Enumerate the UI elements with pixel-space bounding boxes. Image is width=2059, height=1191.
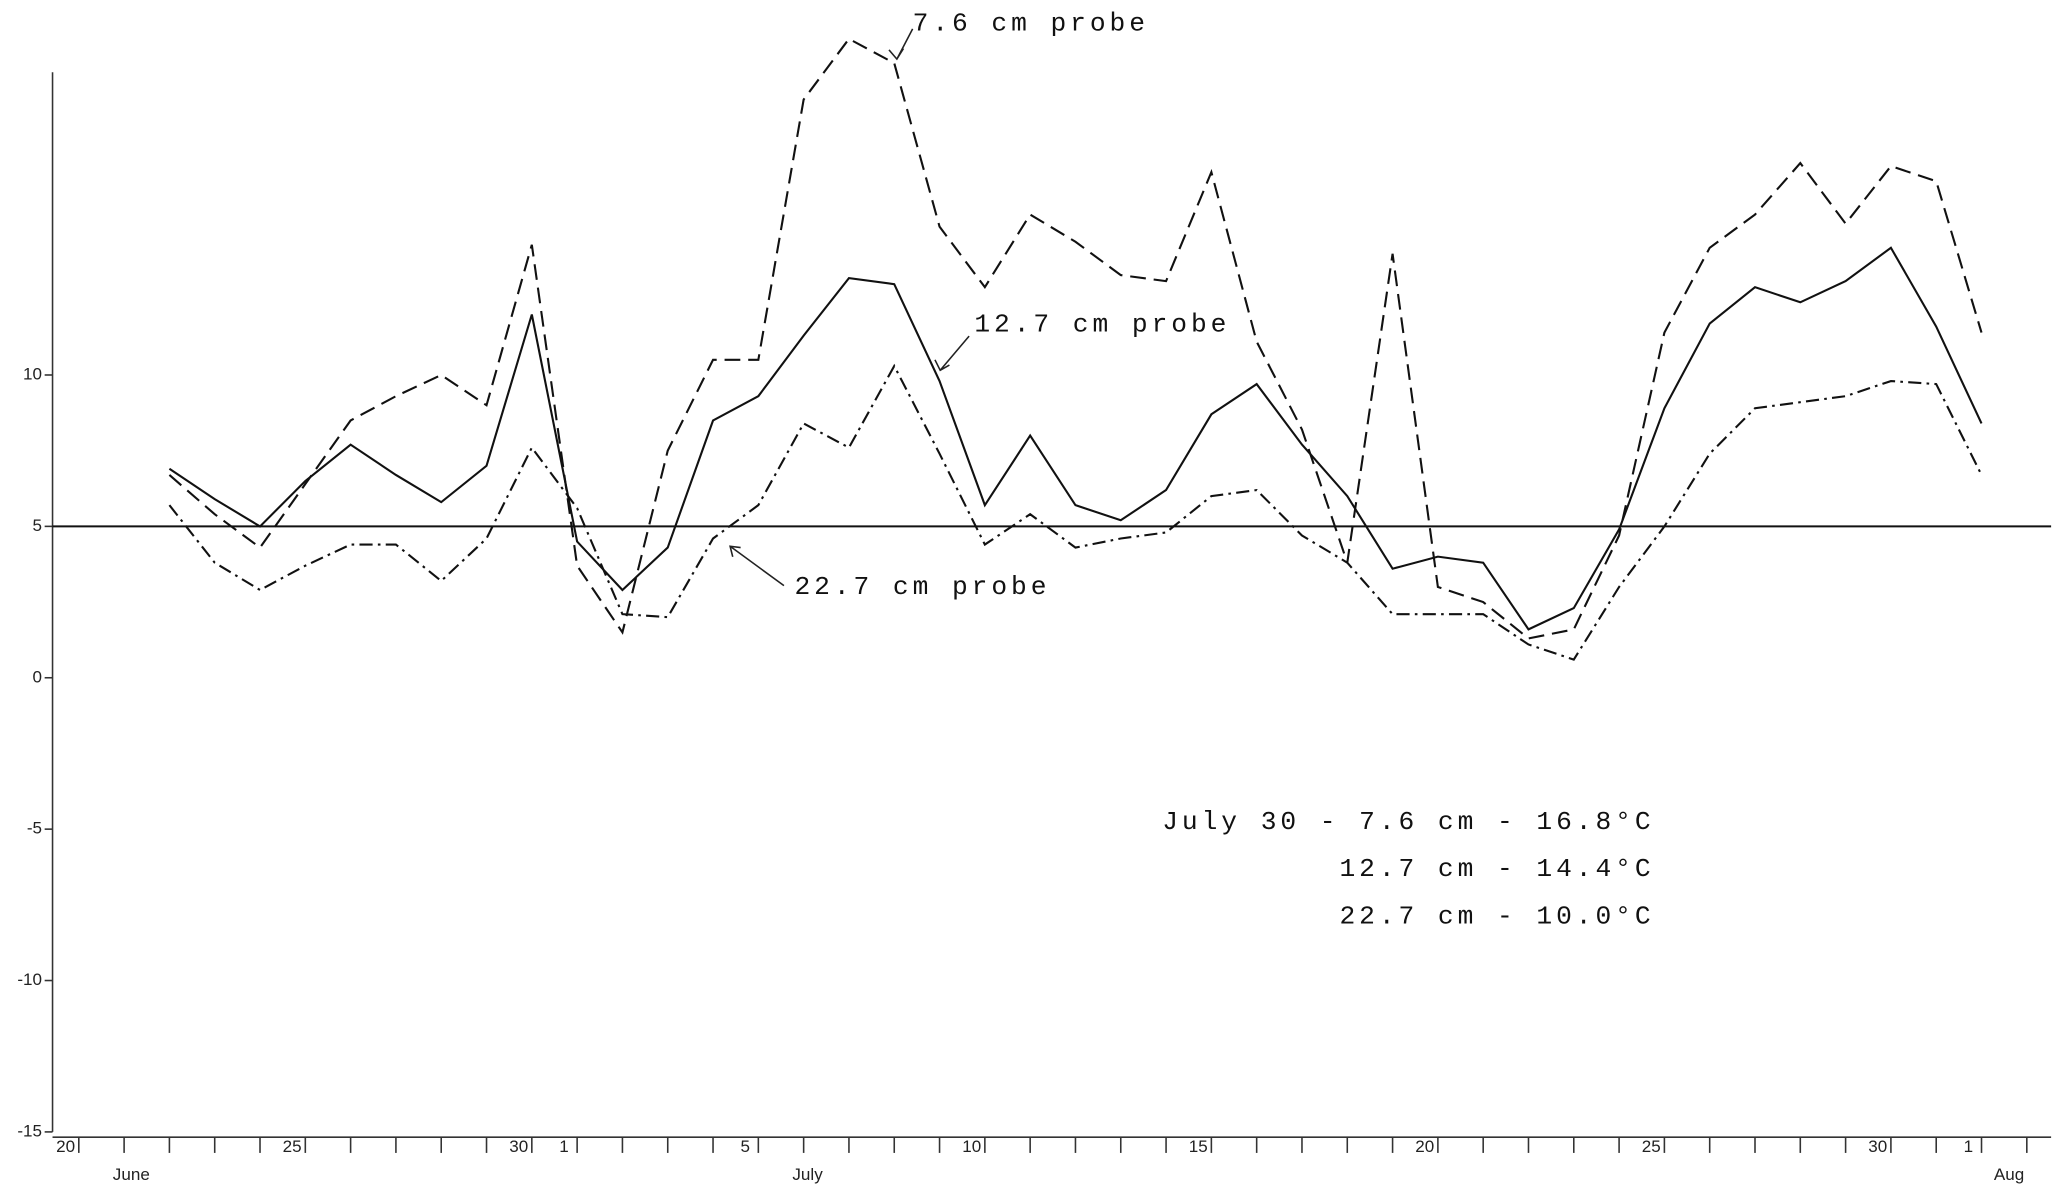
- y-tick-label: -5: [27, 819, 42, 838]
- arrow-7-6: [888, 28, 914, 61]
- x-tick-label: 30: [509, 1137, 528, 1156]
- x-tick-label: 10: [962, 1137, 981, 1156]
- x-tick-label: 15: [1189, 1137, 1208, 1156]
- y-tick-label: -10: [17, 970, 42, 989]
- x-tick-label: 25: [283, 1137, 302, 1156]
- y-tick-label: -15: [17, 1121, 42, 1140]
- x-tick-label: 1: [559, 1137, 569, 1156]
- x-tick-label: 5: [740, 1137, 750, 1156]
- y-tick-label: 10: [23, 365, 42, 384]
- x-tick-label: 20: [56, 1137, 75, 1156]
- series-line: [168, 37, 1983, 640]
- series-line: [168, 363, 1983, 661]
- x-tick-label: 30: [1868, 1137, 1887, 1156]
- month-label: June: [113, 1165, 150, 1184]
- x-tick-label: 25: [1642, 1137, 1661, 1156]
- annotation: 12.7 cm - 14.4°C: [1339, 854, 1654, 884]
- series-line: [168, 246, 1983, 631]
- arrow-12-7: [934, 335, 970, 372]
- month-label: Aug: [1994, 1165, 2024, 1184]
- series-label: 22.7 cm probe: [794, 572, 1050, 602]
- month-label: July: [792, 1165, 823, 1184]
- x-tick-label: 1: [1964, 1137, 1973, 1156]
- arrow-22-7: [729, 545, 785, 587]
- annotation: July 30 - 7.6 cm - 16.8°C: [1162, 807, 1654, 837]
- series-label: 12.7 cm probe: [974, 309, 1230, 339]
- x-tick-label: 20: [1415, 1137, 1434, 1156]
- y-tick-label: 5: [33, 516, 43, 535]
- y-tick-label: 0: [33, 667, 43, 686]
- annotation: 22.7 cm - 10.0°C: [1339, 901, 1654, 931]
- label-arrows: [729, 28, 970, 587]
- series-label: 7.6 cm probe: [913, 9, 1149, 39]
